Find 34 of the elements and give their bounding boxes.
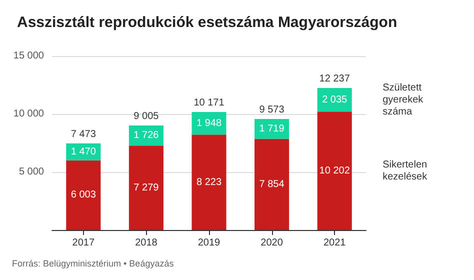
data-label: 6 003 xyxy=(70,190,96,201)
total-label: 9 005 xyxy=(134,111,160,122)
total-label: 7 473 xyxy=(70,128,96,140)
text: Sikertelen kezelések xyxy=(382,159,430,182)
text: Forrás: Belügyminisztérium • Beágyazás xyxy=(12,258,174,268)
data-label: 1 726 xyxy=(134,130,160,142)
total-label: 12 237 xyxy=(319,74,350,85)
bar xyxy=(317,112,352,230)
y-tick-label: 15 000 xyxy=(13,50,44,62)
y-tick-label: 10 000 xyxy=(13,108,44,120)
x-tick-label: 2018 xyxy=(135,238,158,248)
x-tick-label: 2019 xyxy=(198,238,221,248)
bar xyxy=(254,118,290,139)
x-tick-label: 2020 xyxy=(260,238,284,248)
x-tick-label: 2021 xyxy=(323,238,346,248)
bar xyxy=(254,138,290,230)
data-label: 7 854 xyxy=(259,178,285,190)
data-label: 1 948 xyxy=(196,118,222,129)
bar xyxy=(192,134,226,230)
data-label: 2 035 xyxy=(322,94,348,106)
data-label: 7 279 xyxy=(134,182,160,194)
data-label: 1 470 xyxy=(70,146,96,158)
data-label: 1 719 xyxy=(259,123,285,134)
total-label: 10 171 xyxy=(194,98,225,109)
bar xyxy=(66,160,101,230)
x-tick-label: 2017 xyxy=(72,238,95,248)
bar xyxy=(192,112,226,135)
text: Született gyerekek száma xyxy=(382,82,426,118)
total-label: 9 573 xyxy=(259,104,285,116)
data-label: 8 223 xyxy=(196,176,222,188)
data-label: 10 202 xyxy=(319,165,350,176)
y-tick-label: 5 000 xyxy=(18,166,44,178)
chart-title: Asszisztált reprodukciók esetszáma Magyarországon xyxy=(17,14,398,31)
bar xyxy=(128,146,164,230)
